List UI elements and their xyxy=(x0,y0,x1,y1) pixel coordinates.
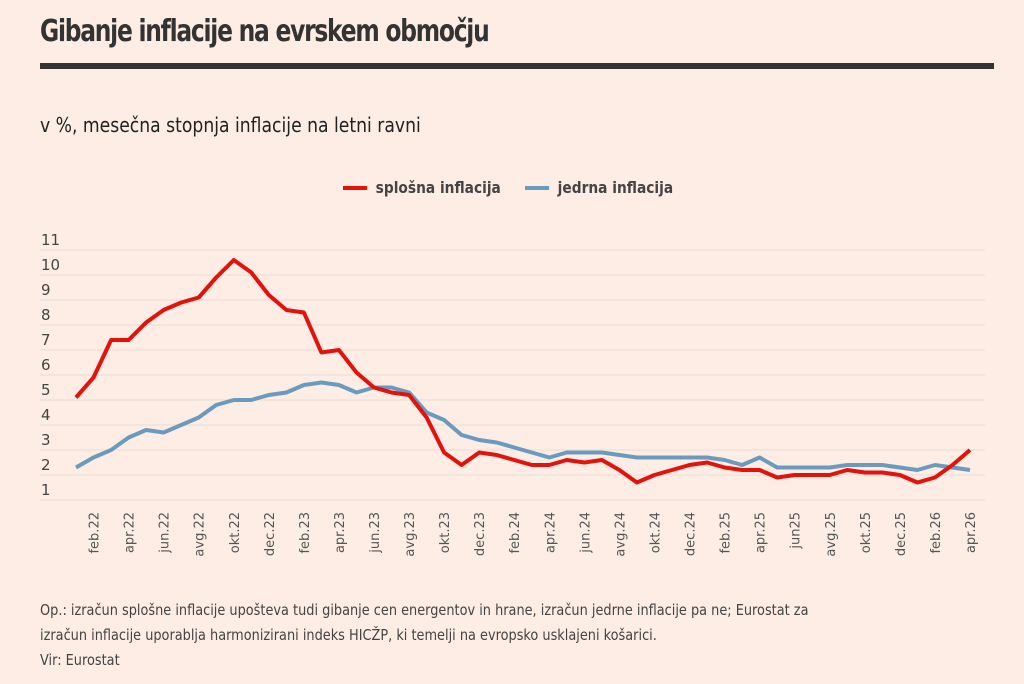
gridlines xyxy=(40,249,985,501)
legend-item-headline: splošna inflacija xyxy=(343,178,501,197)
x-tick-label: jun.24 xyxy=(578,512,593,554)
legend-item-core: jedrna inflacija xyxy=(524,178,673,197)
x-tick-label: dec.24 xyxy=(684,512,699,556)
series-line-core-inflation xyxy=(75,380,971,472)
x-tick-label: jun.23 xyxy=(368,512,383,554)
x-tick-label: okt.23 xyxy=(438,512,453,553)
x-tick-label: dec.22 xyxy=(263,512,278,556)
x-tick-label: apr.22 xyxy=(123,512,138,553)
title-rule xyxy=(40,63,994,69)
x-tick-label: avg.24 xyxy=(613,512,628,557)
x-tick-label: avg.25 xyxy=(824,512,839,557)
y-tick-label: 7 xyxy=(41,331,51,349)
y-tick-label: 11 xyxy=(41,231,60,249)
y-tick-label: 5 xyxy=(41,381,51,399)
footnote-line-2: izračun inflacije uporablja harmoniziran… xyxy=(40,626,657,644)
y-tick-label: 10 xyxy=(41,256,60,274)
y-tick-label: 8 xyxy=(41,306,51,324)
x-tick-label: okt.25 xyxy=(859,512,874,553)
x-tick-label: feb.25 xyxy=(719,512,734,554)
chart-title: Gibanje inflacije na evrskem območju xyxy=(40,14,490,49)
y-tick-label: 4 xyxy=(41,406,51,424)
series-lines xyxy=(74,258,972,485)
y-tick-label: 9 xyxy=(41,281,51,299)
legend: splošna inflacija jedrna inflacija xyxy=(343,178,697,197)
x-tick-label: apr.25 xyxy=(754,512,769,553)
x-tick-label: dec.23 xyxy=(473,512,488,556)
y-tick-label: 3 xyxy=(41,431,51,449)
x-tick-label: apr.26 xyxy=(964,512,979,553)
x-tick-label: avg.22 xyxy=(193,512,208,557)
x-tick-label: feb.23 xyxy=(298,512,313,554)
legend-swatch-core xyxy=(524,185,549,190)
x-tick-label: feb.22 xyxy=(88,512,103,554)
x-axis-ticks: feb.22 apr.22 jun.22 avg.22 okt.22 dec.22 feb.… xyxy=(88,512,979,557)
y-tick-label: 2 xyxy=(41,456,51,474)
y-tick-label: 1 xyxy=(41,481,51,499)
legend-label-core: jedrna inflacija xyxy=(557,178,673,197)
legend-label-headline: splošna inflacija xyxy=(375,178,501,197)
source-note: Vir: Eurostat xyxy=(40,651,120,669)
x-tick-label: okt.22 xyxy=(228,512,243,553)
x-tick-label: jun25 xyxy=(789,512,804,550)
y-tick-label: 6 xyxy=(41,356,51,374)
footnote-line-1: Op.: izračun splošne inflacije upošteva … xyxy=(40,601,809,619)
legend-swatch-headline xyxy=(343,185,368,190)
chart-subtitle: v %, mesečna stopnja inflacije na letni … xyxy=(40,113,421,137)
x-tick-label: jun.22 xyxy=(158,512,173,554)
x-tick-label: apr.24 xyxy=(543,512,558,553)
series-line-headline-inflation xyxy=(74,258,972,485)
x-tick-label: apr.23 xyxy=(333,512,348,553)
x-tick-label: okt.24 xyxy=(648,512,663,553)
y-axis-ticks: 1 2 3 4 5 6 7 8 9 10 11 xyxy=(41,231,60,499)
x-tick-label: feb.26 xyxy=(929,512,944,554)
x-tick-label: dec.25 xyxy=(894,512,909,556)
footnote: Op.: izračun splošne inflacije upošteva … xyxy=(40,598,995,673)
x-tick-label: feb.24 xyxy=(508,512,523,554)
x-tick-label: avg.23 xyxy=(403,512,418,557)
